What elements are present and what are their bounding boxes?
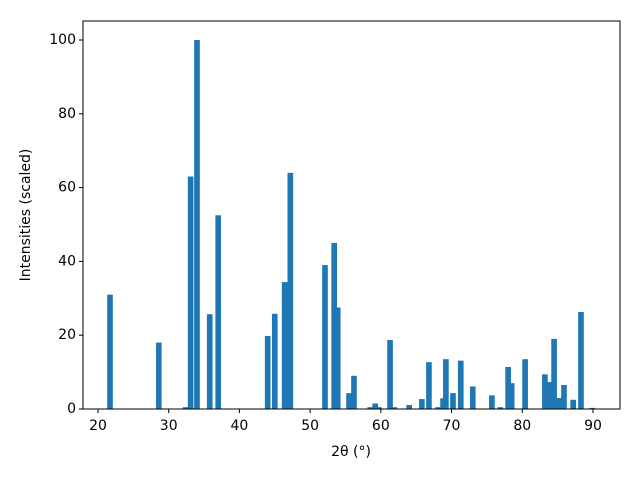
- bar: [578, 311, 584, 409]
- axes-frame: [82, 20, 621, 410]
- bar: [375, 407, 382, 409]
- bar: [443, 359, 449, 409]
- x-tick-label: 80: [513, 418, 531, 434]
- bar: [372, 403, 379, 409]
- bar: [281, 282, 288, 409]
- y-axis-label: Intensities (scaled): [18, 149, 34, 282]
- x-tick-label: 40: [231, 418, 249, 434]
- bar: [206, 314, 213, 409]
- bar: [387, 339, 393, 409]
- bar: [322, 265, 328, 409]
- bar: [589, 407, 596, 409]
- bar: [426, 362, 432, 409]
- bar: [469, 386, 476, 409]
- bar: [287, 172, 294, 409]
- bar: [497, 407, 504, 409]
- bar: [391, 407, 398, 409]
- bar: [551, 338, 557, 409]
- bar: [546, 382, 552, 409]
- bar: [542, 374, 548, 409]
- bar: [187, 176, 194, 409]
- y-tick-label: 20: [58, 327, 76, 343]
- bar: [367, 407, 374, 409]
- bar: [561, 385, 567, 409]
- bar: [264, 335, 271, 409]
- y-tick-label: 0: [67, 401, 76, 417]
- y-tick-label: 80: [58, 106, 76, 122]
- x-tick-label: 90: [584, 418, 602, 434]
- x-tick-label: 20: [89, 418, 107, 434]
- bar: [351, 375, 357, 409]
- x-axis-label: 2θ (°): [331, 444, 371, 460]
- bar: [215, 215, 222, 409]
- bar: [107, 294, 113, 409]
- y-tick-label: 40: [58, 253, 76, 269]
- bar: [505, 366, 511, 409]
- x-tick-label: 60: [372, 418, 390, 434]
- bar: [406, 404, 412, 409]
- y-tick-label: 100: [49, 32, 76, 48]
- y-tick-label: 60: [58, 180, 76, 196]
- x-tick-label: 50: [301, 418, 319, 434]
- bar: [489, 395, 495, 409]
- bar: [508, 383, 515, 409]
- bar: [334, 307, 341, 409]
- bar: [522, 359, 528, 409]
- bar: [457, 360, 464, 409]
- x-tick-label: 70: [443, 418, 461, 434]
- bar: [182, 407, 189, 409]
- bar: [556, 397, 562, 409]
- bar: [346, 393, 352, 409]
- bar: [271, 313, 278, 409]
- bar: [155, 342, 162, 409]
- bar: [435, 407, 441, 409]
- bar: [331, 242, 338, 409]
- bar: [419, 399, 425, 409]
- bar: [194, 40, 200, 410]
- x-tick-label: 30: [160, 418, 178, 434]
- bar: [450, 393, 456, 409]
- bar: [570, 399, 577, 409]
